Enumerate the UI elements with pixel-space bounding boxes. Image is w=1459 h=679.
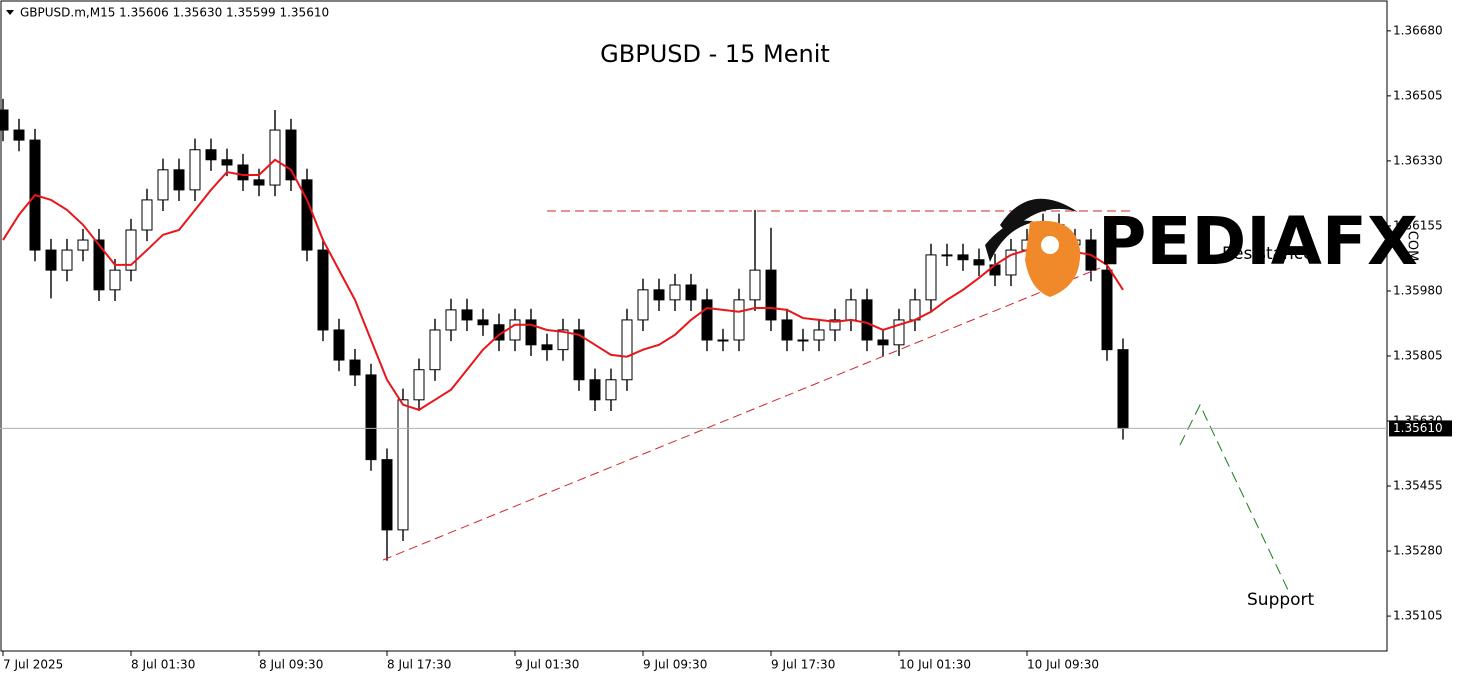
candle-body bbox=[1005, 249, 1017, 276]
candle-body bbox=[637, 289, 649, 321]
candle-body bbox=[589, 379, 601, 401]
header-arrow bbox=[6, 10, 14, 15]
last-price-box bbox=[1389, 420, 1452, 437]
candle-body bbox=[141, 199, 153, 231]
x-tick-label: 8 Jul 17:30 bbox=[387, 658, 451, 672]
candle-body bbox=[221, 159, 233, 166]
y-tick-label: 1.35105 bbox=[1393, 609, 1443, 623]
candle-body bbox=[237, 164, 249, 181]
candle-body bbox=[109, 269, 121, 291]
y-tick-label: 1.36155 bbox=[1393, 218, 1443, 232]
candle-body bbox=[429, 329, 441, 371]
logo-suffix: .COM bbox=[1405, 227, 1420, 262]
candle-body bbox=[285, 129, 297, 181]
candle-body bbox=[13, 129, 25, 141]
candle-body bbox=[557, 329, 569, 351]
resistance-label: Resistance bbox=[1222, 244, 1314, 264]
candle-body bbox=[45, 249, 57, 271]
candle-body bbox=[253, 179, 265, 186]
x-tick-label: 9 Jul 17:30 bbox=[771, 658, 835, 672]
candle-body bbox=[765, 269, 777, 321]
candle-body bbox=[365, 374, 377, 461]
x-tick-label: 8 Jul 01:30 bbox=[131, 658, 195, 672]
candle-body bbox=[925, 254, 937, 301]
candle-body bbox=[0, 109, 9, 131]
x-tick-label: 8 Jul 09:30 bbox=[259, 658, 323, 672]
candle-body bbox=[733, 299, 745, 341]
candle-body bbox=[189, 149, 201, 191]
x-tick-label: 10 Jul 01:30 bbox=[899, 658, 971, 672]
candle-body bbox=[861, 299, 873, 341]
candle-body bbox=[749, 269, 761, 301]
plot-frame bbox=[0, 0, 1388, 652]
candle-body bbox=[413, 369, 425, 401]
y-tick-label: 1.36505 bbox=[1393, 88, 1443, 102]
candle-body bbox=[349, 359, 361, 376]
candle-body bbox=[173, 169, 185, 191]
y-tick-label: 1.35980 bbox=[1393, 283, 1443, 297]
candle-body bbox=[717, 339, 729, 342]
candle-body bbox=[397, 399, 409, 531]
support-label: Support bbox=[1247, 590, 1315, 610]
candle-body bbox=[93, 239, 105, 291]
x-tick-label: 9 Jul 09:30 bbox=[643, 658, 707, 672]
y-tick-label: 1.36330 bbox=[1393, 153, 1443, 167]
trend-line bbox=[382, 267, 1101, 561]
logo: PEDIAFX .COM bbox=[985, 198, 1420, 297]
candle-body bbox=[781, 319, 793, 341]
candle-body bbox=[1101, 269, 1113, 351]
candle-body bbox=[845, 299, 857, 321]
candle-body bbox=[477, 319, 489, 326]
candle-body bbox=[669, 284, 681, 301]
x-tick-label: 9 Jul 01:30 bbox=[515, 658, 579, 672]
candle-body bbox=[157, 169, 169, 201]
candle-body bbox=[125, 229, 137, 271]
candle-body bbox=[1117, 349, 1129, 429]
candle-body bbox=[525, 319, 537, 346]
projection-line bbox=[1179, 403, 1289, 591]
candle-body bbox=[797, 339, 809, 342]
candle-body bbox=[973, 259, 985, 266]
x-tick-label: 10 Jul 09:30 bbox=[1027, 658, 1099, 672]
candle-body bbox=[381, 459, 393, 531]
moving-average bbox=[2, 158, 1124, 411]
candle-body bbox=[573, 329, 585, 381]
candle-body bbox=[701, 299, 713, 341]
y-tick-label: 1.36680 bbox=[1393, 23, 1443, 37]
candle-body bbox=[653, 289, 665, 301]
candle-body bbox=[893, 319, 905, 346]
candle-body bbox=[877, 339, 889, 346]
candle-body bbox=[77, 239, 89, 251]
candle-body bbox=[813, 329, 825, 341]
chart-title: GBPUSD - 15 Menit bbox=[600, 40, 830, 68]
candle-body bbox=[541, 344, 553, 351]
candle-body bbox=[461, 309, 473, 321]
y-tick-label: 1.35805 bbox=[1393, 348, 1443, 362]
candle-body bbox=[205, 149, 217, 161]
logo-text: PEDIAFX bbox=[1098, 203, 1418, 280]
y-tick-label: 1.35280 bbox=[1393, 544, 1443, 558]
candle-body bbox=[621, 319, 633, 381]
candle-body bbox=[957, 254, 969, 261]
candle-body bbox=[909, 299, 921, 321]
candle-body bbox=[333, 329, 345, 361]
candle-body bbox=[317, 249, 329, 331]
candle-body bbox=[301, 179, 313, 251]
candle-body bbox=[509, 319, 521, 341]
x-tick-label: 7 Jul 2025 bbox=[3, 658, 63, 672]
candle-body bbox=[269, 129, 281, 186]
candle-body bbox=[941, 254, 953, 257]
y-tick-label: 1.35455 bbox=[1393, 479, 1443, 493]
candle-body bbox=[61, 249, 73, 271]
header: GBPUSD.m,M15 1.35606 1.35630 1.35599 1.3… bbox=[20, 6, 329, 20]
candle-body bbox=[685, 284, 697, 301]
candle-body bbox=[989, 264, 1001, 276]
candle-body bbox=[829, 319, 841, 331]
candle-body bbox=[445, 309, 457, 331]
last-price-label: 1.35610 bbox=[1393, 421, 1443, 435]
candle-body bbox=[605, 379, 617, 401]
